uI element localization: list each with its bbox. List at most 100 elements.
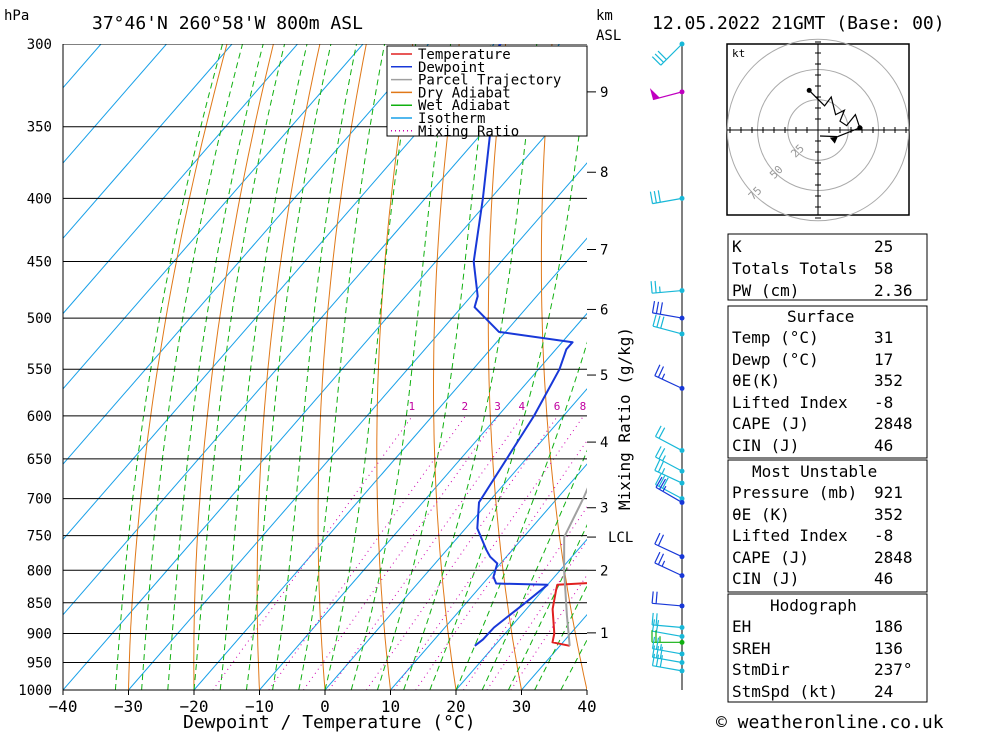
wind-barb-dot (679, 89, 685, 95)
pressure-tick-label: 700 (27, 492, 52, 508)
x-tick-label: −40 (49, 697, 78, 716)
wind-barb-dot (679, 633, 685, 639)
km-tick-label: 2 (600, 563, 608, 579)
index-pw-value: 2.36 (874, 281, 913, 300)
skewt-background-lines: 1 2 3 4 6 8 10 16 20 25 (63, 44, 587, 690)
surface-cape-value: 2848 (874, 414, 913, 433)
hodo-sreh-label: SREH (732, 639, 771, 658)
surface-li-label: Lifted Index (732, 393, 848, 412)
wind-barb (651, 653, 683, 672)
surface-thetae-label: θE(K) (732, 371, 780, 390)
isotherm-line (390, 463, 587, 690)
skewt-profiles (472, 44, 587, 647)
km-unit-label: km (596, 8, 613, 24)
isotherm-line (63, 44, 364, 390)
pressure-tick-label: 650 (27, 452, 52, 468)
wind-barb (651, 636, 683, 655)
mu-li-label: Lifted Index (732, 526, 848, 545)
index-k-label: K (732, 237, 742, 256)
pressure-tick-label: 450 (27, 255, 52, 271)
hodo-eh-value: 186 (874, 617, 903, 636)
pressure-tick-label: 600 (27, 409, 52, 425)
mu-thetae-label: θE (K) (732, 505, 790, 524)
km-tick-label: 1 (600, 626, 608, 642)
wind-barb (654, 364, 683, 389)
mixing-ratio-line (303, 415, 499, 690)
hodo-stmdir-value: 237° (874, 660, 913, 679)
hodograph-end-dot (857, 125, 863, 131)
x-tick-label: 40 (577, 697, 596, 716)
mixing-ratio-label: 8 (580, 400, 587, 413)
legend-label: Dry Adiabat (418, 85, 511, 101)
pressure-tick-label: 850 (27, 596, 52, 612)
isotherm-line (128, 162, 587, 690)
mixing-ratio-label: 6 (554, 400, 561, 413)
mu-title: Most Unstable (752, 462, 877, 481)
isotherm-line (193, 237, 587, 690)
legend-label: Mixing Ratio (418, 124, 519, 140)
hodo-stmdir-label: StmDir (732, 660, 790, 679)
mu-pressure-value: 921 (874, 483, 903, 502)
mu-cape-label: CAPE (J) (732, 548, 809, 567)
mixing-ratio-label: 4 (518, 400, 525, 413)
hodo-eh-label: EH (732, 617, 751, 636)
km-tick-label: 7 (600, 242, 608, 258)
surface-temp-value: 31 (874, 328, 893, 347)
isotherm-line (455, 538, 587, 690)
isotherm-line (63, 44, 298, 315)
x-tick-label: −30 (114, 697, 143, 716)
x-tick-label: −20 (180, 697, 209, 716)
wind-barb (651, 630, 683, 643)
pressure-tick-label: 550 (27, 362, 52, 378)
isotherm-line (324, 388, 587, 690)
hodo-table-title: Hodograph (770, 596, 857, 615)
mixing-ratio-line (268, 415, 466, 690)
legend-label: Dewpoint (418, 60, 485, 76)
km-tick-label: 5 (600, 368, 608, 384)
wind-barb-dot (679, 639, 685, 645)
wind-barb (654, 425, 683, 452)
wind-barb (654, 459, 683, 484)
surface-dewp-value: 17 (874, 350, 893, 369)
wind-barb (651, 43, 683, 66)
mixing-ratio-label: 1 (408, 400, 415, 413)
pressure-tick-label: 1000 (18, 683, 52, 699)
wind-barb-dot (679, 603, 685, 609)
pressure-tick-label: 750 (27, 529, 52, 545)
mixing-ratio-label: 2 (461, 400, 468, 413)
hodo-sreh-value: 136 (874, 639, 903, 658)
wet-adiabat-line (507, 524, 587, 690)
wind-barb (651, 300, 683, 319)
hodograph-unit-label: kt (732, 47, 745, 60)
datetime-label: 12.05.2022 21GMT (Base: 00) (652, 13, 945, 34)
location-title: 37°46'N 260°58'W 800m ASL (92, 13, 363, 34)
wind-barb-dot (679, 659, 685, 665)
surface-cape-label: CAPE (J) (732, 414, 809, 433)
wind-profile (649, 41, 685, 690)
isotherm-line (63, 44, 167, 164)
wet-adiabat-line (455, 341, 587, 690)
wind-barb-dot (679, 468, 685, 474)
mu-li-value: -8 (874, 526, 893, 545)
dewpoint-profile-line (472, 44, 574, 647)
x-tick-label: −10 (245, 697, 274, 716)
wind-barb (649, 190, 683, 205)
surface-thetae-value: 352 (874, 371, 903, 390)
wind-barb (655, 476, 683, 503)
km-tick-label: 6 (600, 302, 608, 318)
index-k-value: 25 (874, 237, 893, 256)
pressure-tick-label: 300 (27, 37, 52, 53)
temperature-profile-line (551, 582, 587, 647)
wind-barb-flag (649, 88, 660, 100)
wind-barb-dot (679, 480, 685, 486)
legend-box (386, 45, 588, 137)
wind-barb-dot (679, 195, 685, 201)
hodograph-trace (808, 89, 861, 138)
legend-label: Wet Adiabat (418, 98, 511, 114)
wind-barb-dot (679, 385, 685, 391)
surface-title: Surface (787, 307, 854, 326)
pressure-tick-label: 900 (27, 626, 52, 642)
